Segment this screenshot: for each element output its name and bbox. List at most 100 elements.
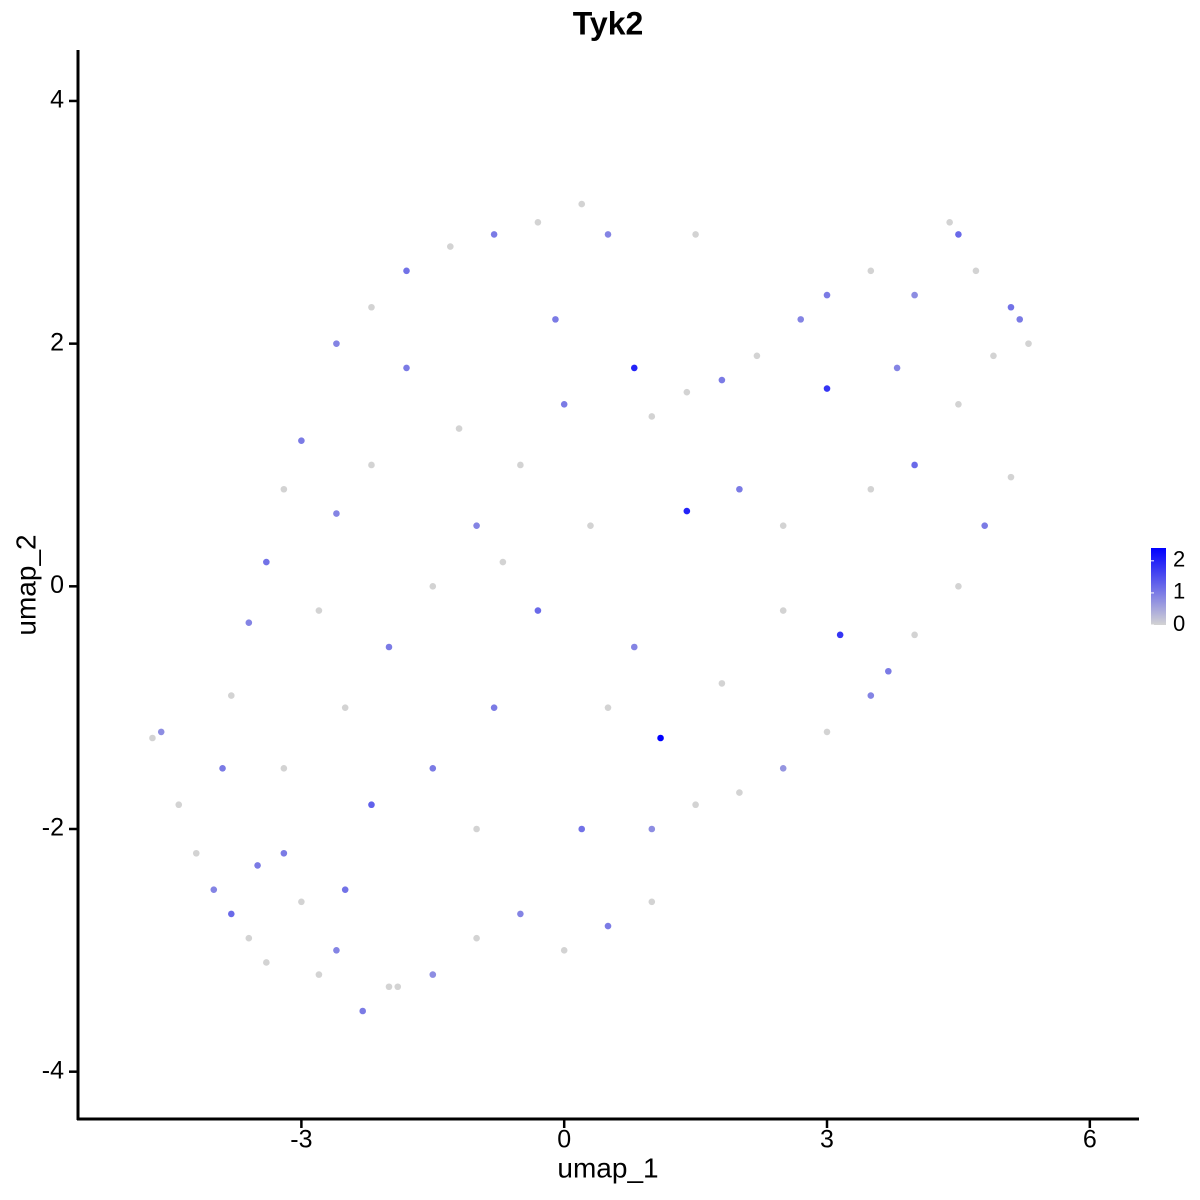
- y-tick-label: -4: [42, 1056, 64, 1084]
- point: [718, 680, 726, 687]
- point: [779, 765, 787, 772]
- point: [692, 801, 699, 809]
- point: [718, 376, 726, 384]
- colorbar-label: 2: [1173, 547, 1185, 572]
- point: [298, 437, 305, 445]
- point: [823, 291, 831, 299]
- point: [981, 522, 988, 529]
- point: [683, 507, 691, 515]
- point: [604, 231, 612, 238]
- point: [990, 352, 997, 360]
- point: [648, 413, 656, 420]
- point: [753, 352, 761, 360]
- point: [823, 385, 831, 392]
- point: [648, 898, 656, 906]
- point: [359, 1007, 367, 1015]
- point: [683, 388, 691, 396]
- point: [315, 607, 323, 614]
- point: [604, 922, 612, 930]
- point: [245, 934, 253, 942]
- point: [157, 728, 165, 736]
- point: [333, 947, 340, 954]
- point: [955, 231, 962, 238]
- point: [797, 316, 805, 323]
- point: [779, 522, 787, 529]
- point: [1007, 473, 1015, 481]
- point: [552, 316, 559, 323]
- y-tick-label: -2: [42, 814, 64, 842]
- point: [473, 934, 480, 942]
- x-tick-label: -3: [290, 1126, 312, 1154]
- point: [263, 558, 270, 566]
- point: [885, 667, 892, 675]
- point: [499, 558, 507, 566]
- chart-title: Tyk2: [573, 5, 644, 41]
- point: [385, 643, 393, 651]
- point: [280, 485, 288, 493]
- point: [219, 765, 226, 772]
- point: [473, 825, 480, 833]
- point: [192, 849, 200, 857]
- point: [245, 619, 253, 627]
- point: [368, 461, 375, 469]
- point: [333, 510, 340, 517]
- y-axis-title: umap_2: [10, 534, 41, 635]
- point: [394, 983, 402, 991]
- point: [280, 765, 288, 772]
- point: [368, 303, 375, 311]
- point: [1025, 340, 1032, 347]
- point: [263, 959, 270, 966]
- point: [228, 692, 235, 699]
- point: [517, 461, 524, 469]
- point: [867, 485, 875, 493]
- point: [341, 886, 349, 893]
- point: [175, 801, 183, 809]
- point: [534, 219, 542, 226]
- point: [1016, 316, 1024, 323]
- x-axis-title: umap_1: [557, 1152, 658, 1183]
- point: [447, 243, 454, 250]
- point: [578, 825, 586, 833]
- point: [385, 983, 393, 991]
- point: [429, 583, 437, 590]
- points: [149, 200, 1032, 1015]
- point: [403, 267, 410, 275]
- point: [946, 219, 953, 226]
- colorbar: [1151, 548, 1166, 625]
- point: [911, 291, 918, 299]
- point: [657, 734, 664, 742]
- point: [149, 734, 156, 742]
- point: [893, 364, 901, 372]
- point: [630, 643, 638, 651]
- point: [228, 910, 235, 918]
- x-tick-label: 6: [1083, 1126, 1097, 1154]
- point: [333, 340, 340, 347]
- y-tick-label: 0: [50, 571, 64, 599]
- point: [648, 825, 656, 833]
- point: [254, 862, 261, 869]
- point: [560, 401, 568, 408]
- point: [836, 631, 844, 639]
- y-tick-label: 4: [50, 86, 64, 114]
- point: [779, 607, 787, 614]
- y-tick-label: 2: [50, 328, 64, 356]
- point: [911, 461, 918, 469]
- point: [587, 522, 594, 529]
- colorbar-label: 1: [1173, 579, 1185, 604]
- point: [210, 886, 218, 893]
- point: [534, 607, 542, 614]
- point: [560, 947, 568, 954]
- colorbar-label: 0: [1173, 611, 1185, 636]
- point: [867, 692, 875, 699]
- point: [578, 200, 586, 208]
- point: [867, 267, 875, 275]
- point: [517, 910, 524, 918]
- point: [429, 971, 437, 978]
- point: [490, 231, 498, 238]
- point: [403, 364, 410, 372]
- point: [1007, 303, 1015, 311]
- point: [911, 631, 918, 639]
- point: [736, 485, 743, 493]
- point: [315, 971, 323, 978]
